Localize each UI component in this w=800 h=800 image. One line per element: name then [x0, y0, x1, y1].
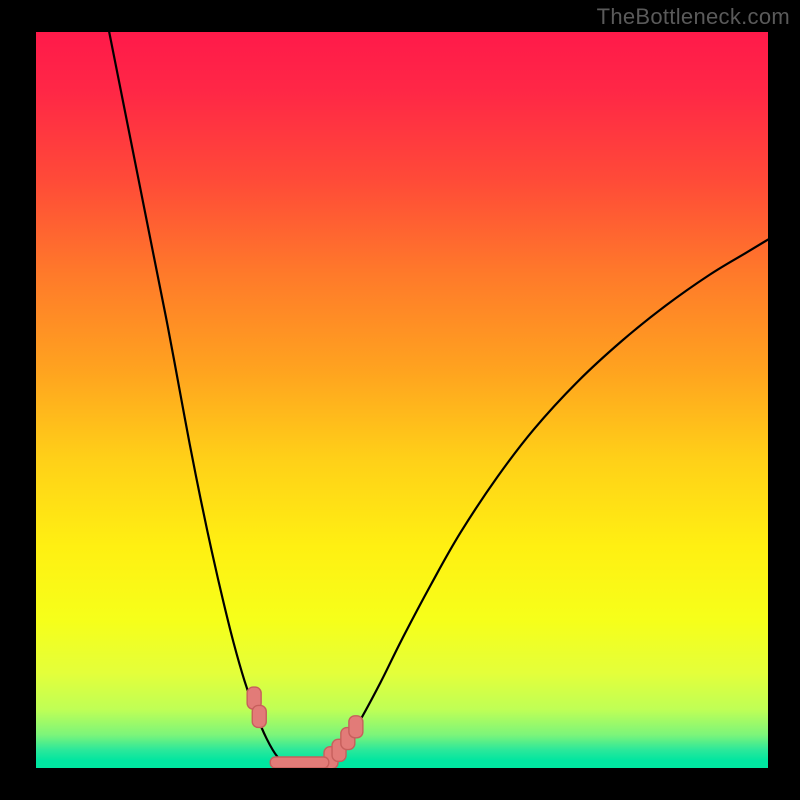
watermark-text: TheBottleneck.com — [597, 4, 790, 30]
canvas: TheBottleneck.com — [0, 0, 800, 800]
marker-right-3 — [349, 716, 363, 738]
marker-left-1 — [252, 705, 266, 727]
plot-area — [36, 32, 768, 768]
marker-bottom-bar — [270, 757, 329, 768]
chart-background — [36, 32, 768, 768]
bottleneck-chart — [36, 32, 768, 768]
